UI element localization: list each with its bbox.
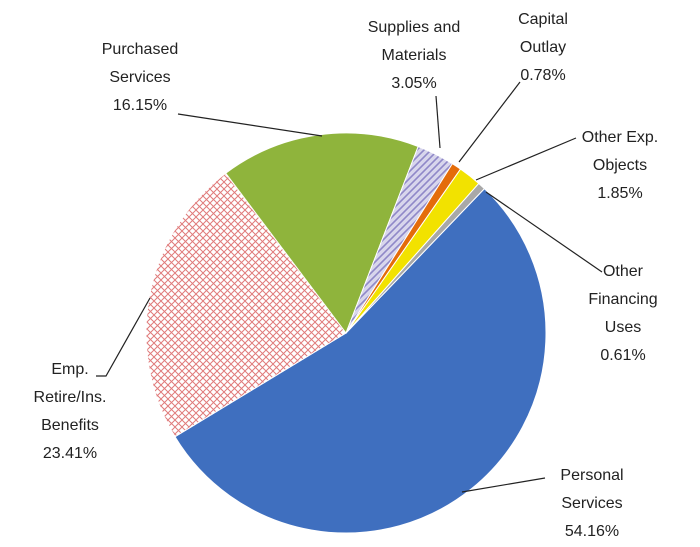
leader-line (475, 137, 577, 181)
slice-label: Supplies and (368, 19, 461, 36)
slice-label: Other Exp. (582, 129, 658, 146)
leader-line (461, 477, 546, 493)
slice-label: Uses (605, 319, 641, 336)
value-label: 0.78% (520, 67, 565, 84)
slice-label: Purchased (102, 41, 179, 58)
pie-slice (174, 187, 547, 534)
leader-line (435, 95, 441, 149)
slice-label: Retire/Ins. (34, 389, 107, 406)
value-label: 54.16% (565, 523, 619, 540)
value-label: 23.41% (43, 445, 97, 462)
leader-line (96, 297, 151, 377)
pie-slice (145, 172, 347, 438)
slice-label: Emp. (51, 361, 88, 378)
slice-label: Personal (560, 467, 623, 484)
leader-line (485, 191, 603, 273)
value-label: 1.85% (597, 185, 642, 202)
slice-label: Services (561, 495, 622, 512)
slice-label: Capital (518, 11, 568, 28)
slice-label: Other (603, 263, 644, 280)
value-label: 16.15% (113, 97, 167, 114)
slice-label: Financing (588, 291, 657, 308)
slice-label: Benefits (41, 417, 99, 434)
pie-slice (345, 182, 486, 334)
slice-label: Materials (382, 47, 447, 64)
slice-label: Objects (593, 157, 647, 174)
value-label: 0.61% (600, 347, 645, 364)
slice-label: Outlay (520, 39, 566, 56)
leader-line (458, 81, 521, 163)
value-label: 3.05% (391, 75, 436, 92)
slice-label: Services (109, 69, 170, 86)
leader-line (177, 113, 323, 137)
